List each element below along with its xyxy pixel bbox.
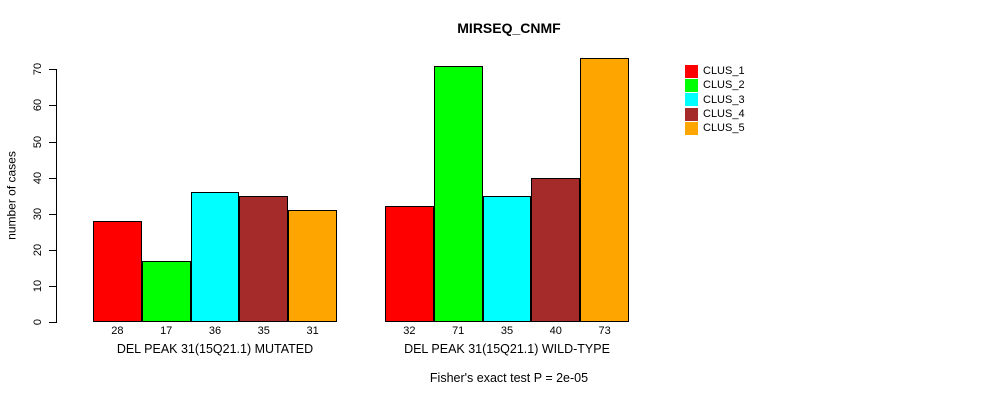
bar-value-label: 40 — [549, 325, 562, 337]
bar — [580, 58, 629, 322]
bar — [433, 65, 483, 322]
bar — [141, 260, 191, 322]
y-tick-mark — [49, 69, 56, 71]
legend-swatch — [685, 121, 698, 135]
bar-value-label: 17 — [160, 325, 173, 337]
chart-title: MIRSEQ_CNMF — [457, 20, 561, 36]
legend-item: CLUS_5 — [685, 121, 745, 135]
legend-swatch — [685, 78, 698, 92]
y-tick-mark — [49, 213, 56, 215]
bar-value-label: 35 — [500, 325, 514, 337]
bar — [531, 177, 581, 322]
bar-value-label: 28 — [111, 325, 124, 337]
y-tick-label: 30 — [32, 207, 44, 220]
y-tick-label: 50 — [32, 135, 44, 148]
category-label: DEL PEAK 31(15Q21.1) WILD-TYPE — [404, 342, 610, 356]
legend-label: CLUS_3 — [703, 93, 745, 106]
y-tick-label: 10 — [32, 279, 44, 293]
annotation-text: Fisher's exact test P = 2e-05 — [429, 371, 589, 385]
category-label: DEL PEAK 31(15Q21.1) MUTATED — [116, 342, 314, 356]
bar — [482, 195, 532, 322]
bar — [190, 192, 240, 322]
y-tick-label: 70 — [32, 63, 44, 76]
legend-label: CLUS_4 — [703, 108, 745, 121]
bar-value-label: 35 — [257, 325, 270, 337]
legend-label: CLUS_2 — [703, 79, 745, 92]
legend-item: CLUS_2 — [685, 78, 745, 92]
bar — [288, 210, 337, 322]
legend: CLUS_1 CLUS_2 CLUS_3 CLUS_4 CLUS_5 — [685, 64, 745, 135]
bar-value-label: 31 — [306, 325, 319, 337]
y-tick-mark — [49, 322, 56, 323]
legend-item: CLUS_4 — [685, 107, 745, 121]
legend-label: CLUS_1 — [703, 65, 745, 78]
y-tick-mark — [49, 285, 56, 287]
bar-value-label: 71 — [452, 325, 465, 337]
y-tick-mark — [49, 141, 56, 143]
legend-swatch — [685, 107, 698, 121]
legend-swatch — [685, 93, 698, 107]
legend-label: CLUS_5 — [703, 122, 745, 135]
bar-value-label: 32 — [403, 325, 416, 337]
y-tick-label: 0 — [32, 318, 44, 326]
y-axis-title: number of cases — [4, 151, 19, 240]
y-tick-label: 60 — [32, 99, 44, 112]
bar — [93, 220, 142, 322]
legend-item: CLUS_3 — [685, 93, 745, 107]
bar — [239, 195, 289, 322]
legend-item: CLUS_1 — [685, 64, 745, 78]
bar-value-label: 73 — [598, 325, 611, 337]
legend-swatch — [685, 64, 698, 78]
bar — [385, 206, 434, 322]
y-tick-mark — [49, 105, 56, 107]
y-tick-mark — [49, 249, 56, 251]
bar-value-label: 36 — [208, 325, 222, 337]
y-axis-line — [56, 69, 57, 323]
y-tick-label: 40 — [32, 171, 44, 184]
y-tick-label: 20 — [32, 243, 44, 256]
y-tick-mark — [49, 177, 56, 179]
